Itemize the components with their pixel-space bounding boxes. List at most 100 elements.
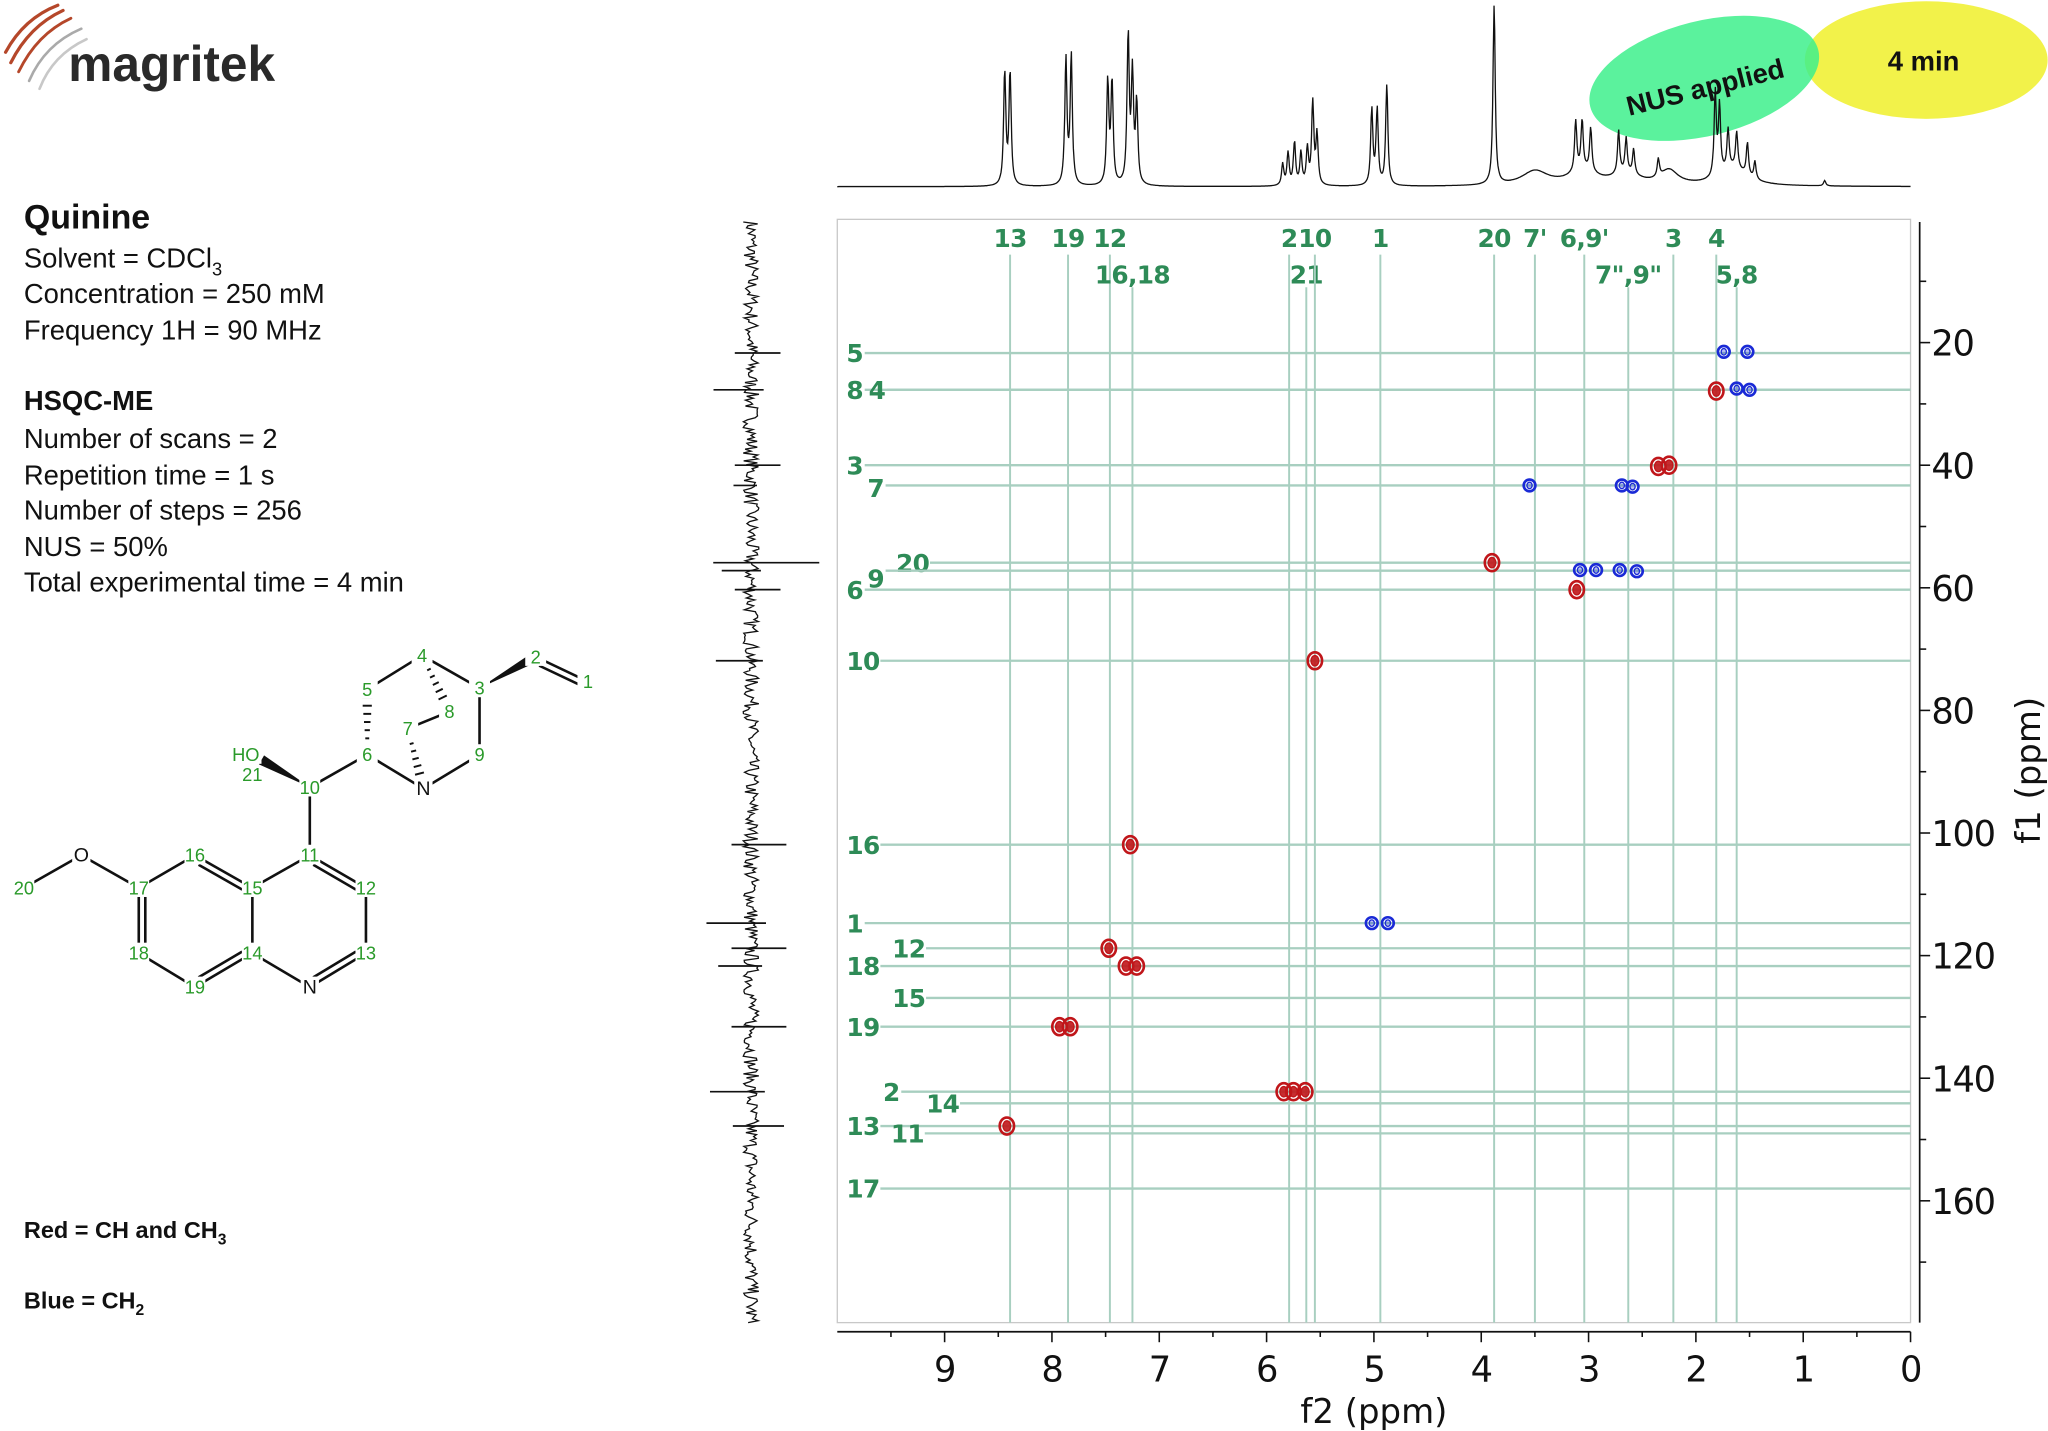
h-assignment-label: 21	[1290, 260, 1323, 289]
h-assignment-label: 12	[1093, 224, 1126, 253]
double-bond-line	[538, 664, 580, 686]
double-bond-line	[197, 950, 243, 979]
info-panel: Quinine Solvent = CDCl3 Concentration = …	[24, 198, 404, 597]
plot-frame	[836, 218, 1912, 1324]
atom-label-bg	[525, 646, 547, 666]
atom-number-label: 6	[362, 744, 372, 765]
c-assignment-label: 14	[926, 1089, 960, 1118]
ch-ch3-peak	[1306, 650, 1324, 671]
ch2-peak	[1612, 562, 1627, 578]
x-tick-label: 5	[1363, 1349, 1384, 1390]
y-tick-label: 40	[1931, 446, 1973, 487]
peak-contour-inner	[1132, 960, 1142, 972]
atom-label-bg	[355, 942, 377, 963]
peak-contour-inner	[1384, 919, 1392, 928]
h-assignment-label: 5,8	[1716, 260, 1758, 289]
atom-number-label: 7	[403, 718, 413, 739]
c-assignment-label: 15	[892, 984, 925, 1013]
peak-contour-outer	[1568, 579, 1586, 600]
hash-stroke	[432, 681, 440, 686]
concentration-text: Concentration = 250 mM	[24, 278, 325, 309]
nus-badge	[1589, 15, 1820, 141]
hetero-atom-label: N	[303, 977, 317, 999]
ch-ch3-peak	[1128, 956, 1146, 976]
peak-contour-inner	[1125, 838, 1135, 851]
peak-contour-inner	[1526, 481, 1533, 490]
atom-number-label: 10	[300, 777, 320, 798]
method-title: HSQC-ME	[24, 385, 153, 416]
peak-contour-inner	[1711, 385, 1721, 397]
atom-label-bg	[128, 942, 150, 963]
peak-contour-outer	[1306, 650, 1324, 671]
peak-contour-outer	[1483, 552, 1501, 573]
x-axis-label: f2 (ppm)	[1300, 1392, 1447, 1431]
hashed-bond	[362, 696, 373, 748]
legend-red-sub: 3	[218, 1231, 227, 1248]
hetero-label-bg	[300, 976, 319, 997]
c-assignment-label: 2	[883, 1078, 900, 1107]
peak-contour-outer	[998, 1116, 1016, 1136]
atom-number-label: 8	[444, 701, 454, 722]
peak-contour-inner	[1300, 1085, 1310, 1098]
y-tick-label: 60	[1931, 569, 1973, 610]
legend-blue-sub: 2	[136, 1302, 145, 1319]
param-total-time: Total experimental time = 4 min	[24, 566, 404, 597]
h-assignment-label: 10	[1298, 224, 1332, 253]
x-tick-label: 3	[1578, 1349, 1599, 1390]
atom-label-bg	[184, 844, 206, 865]
peak-contour-inner	[1310, 654, 1320, 667]
double-bond-line	[312, 950, 357, 979]
x-tick-label: 2	[1685, 1349, 1706, 1390]
peak-contour-inner	[1733, 384, 1740, 393]
ch-ch3-peak	[1061, 1016, 1079, 1037]
ch-ch3-peak	[1296, 1081, 1314, 1102]
h-assignment-label: 6,9'	[1560, 224, 1609, 253]
peak-contour-outer	[1364, 915, 1379, 931]
c-assignment-label: 7	[867, 474, 884, 503]
c-assignment-label: 6	[846, 576, 863, 605]
time-badge-label: 4 min	[1888, 46, 1960, 77]
logo-arcs-icon	[3, 3, 88, 91]
peak-contour-outer	[1612, 562, 1627, 578]
atom-number-label: 14	[242, 943, 262, 964]
hashed-bond	[408, 734, 427, 784]
c-assignment-label: 5	[846, 339, 863, 368]
peak-contour-inner	[1653, 460, 1663, 473]
atom-number-label: 18	[129, 943, 149, 964]
atom-label-bg	[241, 942, 263, 963]
peak-contour-outer	[1061, 1016, 1079, 1037]
atom-label-bg	[299, 844, 321, 865]
peak-contour-inner	[1592, 566, 1600, 574]
x-tick-label: 6	[1256, 1349, 1277, 1390]
c-assignment-label: 19	[846, 1013, 879, 1042]
atom-number-label: 13	[356, 943, 376, 964]
legend-blue-text: Blue = CH	[24, 1287, 136, 1313]
x-tick-label: 0	[1900, 1349, 1921, 1390]
color-legend: Red = CH and CH3 Blue = CH2	[24, 1217, 227, 1319]
wedge-bond	[258, 755, 310, 788]
ch2-peak	[1572, 562, 1588, 578]
proton-projection	[837, 5, 1911, 188]
c-assignment-label: 16	[846, 831, 879, 860]
solvent-subscript: 3	[212, 258, 222, 279]
peak-contour-outer	[1522, 478, 1537, 493]
atom-label-bg	[439, 701, 460, 721]
peak-contour-outer	[1572, 562, 1588, 578]
peak-contour-outer	[1629, 564, 1645, 579]
double-bond-line	[312, 863, 357, 891]
hash-stroke	[410, 749, 417, 753]
atom-number-label: 4	[417, 645, 427, 666]
peak-contour-inner	[1746, 385, 1753, 394]
ch2-peak	[1380, 915, 1396, 931]
param-nus: NUS = 50%	[24, 531, 168, 562]
atom-number-label: 12	[356, 877, 376, 898]
c-assignment-label: 8	[846, 376, 863, 405]
hash-stroke	[426, 667, 432, 672]
param-scans: Number of scans = 2	[24, 423, 278, 454]
atom-number-label: 11	[300, 845, 319, 866]
param-steps: Number of steps = 256	[24, 495, 302, 526]
ch2-peak	[1629, 564, 1645, 579]
y-tick-label: 100	[1931, 814, 1994, 855]
